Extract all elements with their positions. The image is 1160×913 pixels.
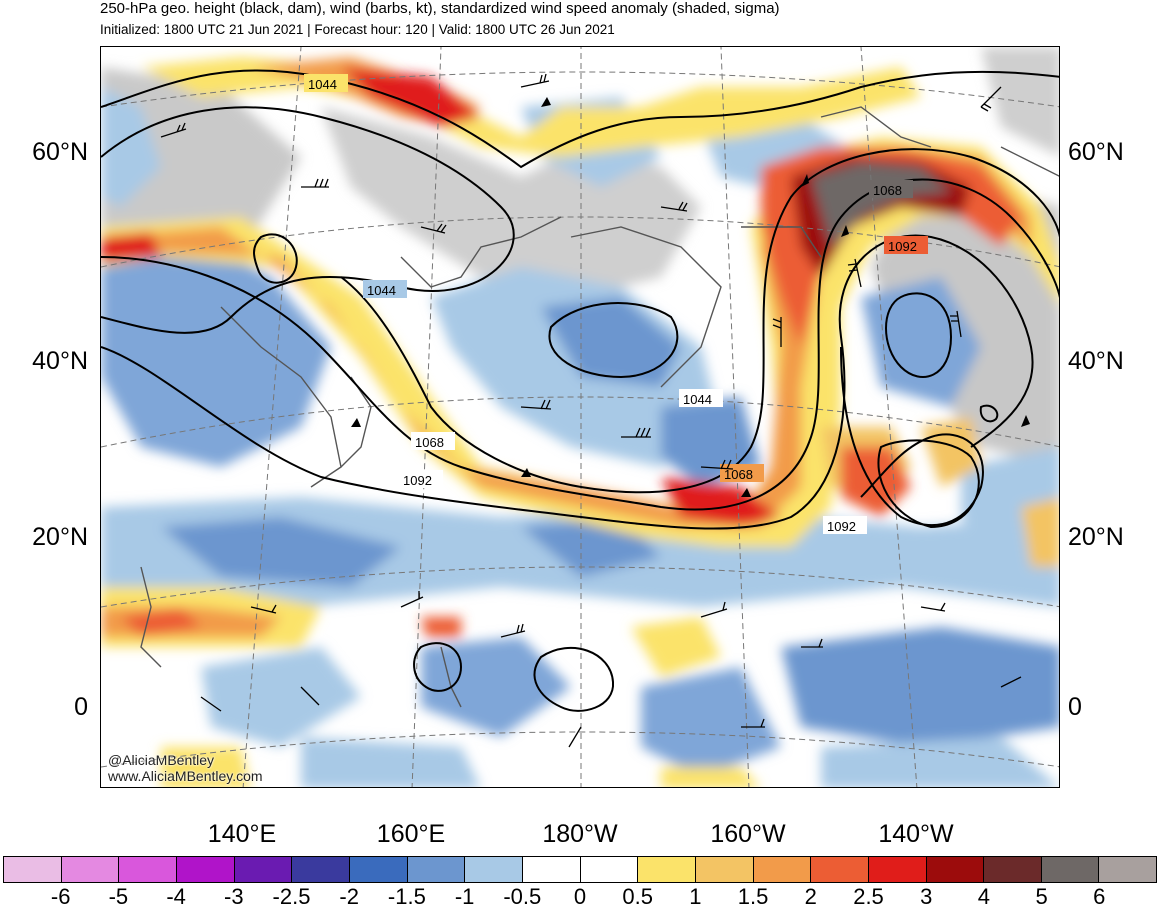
contour-tc-1 xyxy=(413,642,463,692)
contour-outer-north xyxy=(101,69,1059,169)
lat-label-right: 40°N xyxy=(1068,347,1124,375)
colorbar-tick-label: -4 xyxy=(166,884,186,909)
contour-label-group: 1044 1044 1044 1068 1068 1068 1092 1092 … xyxy=(304,74,928,534)
colorbar-tick-label: 1.5 xyxy=(737,884,769,909)
colorbar-tick-label: 6 xyxy=(1093,884,1106,909)
colorbar-tick-label: 1 xyxy=(689,884,702,909)
colorbar-tick-label: -5 xyxy=(108,884,129,909)
lon-label: 140°W xyxy=(878,820,954,848)
contour-1044-a xyxy=(101,106,515,334)
colorbar-swatch xyxy=(465,857,523,882)
contour-low-mid xyxy=(548,302,679,379)
colorbar-tick-label: -6 xyxy=(50,884,71,909)
colorbar xyxy=(3,856,1157,883)
contour-label: 1068 xyxy=(415,435,444,450)
contour-south-loop xyxy=(877,439,980,529)
colorbar-swatch xyxy=(176,857,235,882)
contour-label: 1092 xyxy=(888,239,917,254)
contour-low-ne xyxy=(885,292,953,378)
colorbar-swatch xyxy=(580,857,639,882)
colorbar-swatch xyxy=(868,857,927,882)
colorbar-swatch xyxy=(926,857,985,882)
colorbar-swatch xyxy=(984,857,1042,882)
colorbar-tick-label: 5 xyxy=(1035,884,1048,909)
lon-label: 160°E xyxy=(376,820,446,848)
lon-label: 160°W xyxy=(710,820,786,848)
lon-label: 180°W xyxy=(542,820,618,848)
contour-label: 1092 xyxy=(827,519,856,534)
figure-title: 250-hPa geo. height (black, dam), wind (… xyxy=(100,0,780,17)
colorbar-swatch xyxy=(349,857,408,882)
colorbar-tick-label: 0.5 xyxy=(622,884,653,909)
lat-label-left: 40°N xyxy=(32,347,88,375)
contour-label: 1044 xyxy=(367,283,396,298)
contour-label: 1044 xyxy=(683,392,712,407)
colorbar-swatch xyxy=(1041,857,1100,882)
colorbar-tick-label: -1.5 xyxy=(387,884,426,909)
colorbar-tick-label: 0 xyxy=(573,884,587,909)
anomaly-shading xyxy=(101,47,1059,787)
colorbar-tick-label: 4 xyxy=(977,884,991,909)
colorbar-swatch xyxy=(522,857,581,882)
contour-low-w xyxy=(253,233,298,284)
colorbar-swatch xyxy=(407,857,466,882)
colorbar-swatch xyxy=(4,857,62,882)
colorbar-swatch xyxy=(753,857,812,882)
colorbar-swatch xyxy=(811,857,869,882)
colorbar-tick-label: -0.5 xyxy=(503,884,542,909)
contour-small-se xyxy=(979,404,999,423)
contour-label: 1068 xyxy=(724,467,753,482)
lat-label-right: 60°N xyxy=(1068,138,1124,166)
contour-1068 xyxy=(101,178,1059,511)
lat-label-right: 20°N xyxy=(1068,523,1124,551)
graticule xyxy=(101,47,1059,787)
colorbar-swatch xyxy=(292,857,350,882)
credit-site: www.AliciaMBentley.com xyxy=(108,768,263,784)
contour-tc-2 xyxy=(533,647,615,712)
colorbar-tick-label: -2.5 xyxy=(272,884,311,909)
lat-label-left: 60°N xyxy=(32,138,88,166)
figure-subtitle: Initialized: 1800 UTC 21 Jun 2021 | Fore… xyxy=(100,22,615,37)
colorbar-swatch xyxy=(61,857,120,882)
colorbar-tick-label: 2.5 xyxy=(853,884,884,909)
contour-label: 1044 xyxy=(308,77,337,92)
colorbar-swatch xyxy=(695,857,754,882)
colorbar-swatch xyxy=(119,857,177,882)
colorbar-swatch xyxy=(1099,857,1157,882)
lat-label-left: 20°N xyxy=(32,523,88,551)
wind-barb-flags xyxy=(351,97,1030,497)
height-contours xyxy=(101,69,1059,712)
colorbar-tick-label: 2 xyxy=(804,884,817,909)
colorbar-tick-label: -3 xyxy=(224,884,244,909)
map-panel[interactable]: 1044 1044 1044 1068 1068 1068 1092 1092 … xyxy=(100,46,1060,788)
lon-label: 140°E xyxy=(207,820,277,848)
credit-handle: @AliciaMBentley xyxy=(108,752,215,768)
colorbar-swatch xyxy=(638,857,696,882)
contour-1044-b xyxy=(340,148,1059,494)
lat-label-left: 0 xyxy=(74,693,88,721)
colorbar-tick-label: 3 xyxy=(920,884,933,909)
contour-label: 1092 xyxy=(403,473,432,488)
map-canvas: 1044 1044 1044 1068 1068 1068 1092 1092 … xyxy=(101,47,1059,787)
colorbar-tick-label: -2 xyxy=(339,884,359,909)
colorbar-swatch xyxy=(234,857,293,882)
colorbar-tick-label: -1 xyxy=(454,884,475,909)
contour-1092 xyxy=(101,234,1034,530)
contour-label: 1068 xyxy=(873,183,902,198)
lat-label-right: 0 xyxy=(1068,693,1082,721)
wind-barbs xyxy=(160,73,1022,748)
